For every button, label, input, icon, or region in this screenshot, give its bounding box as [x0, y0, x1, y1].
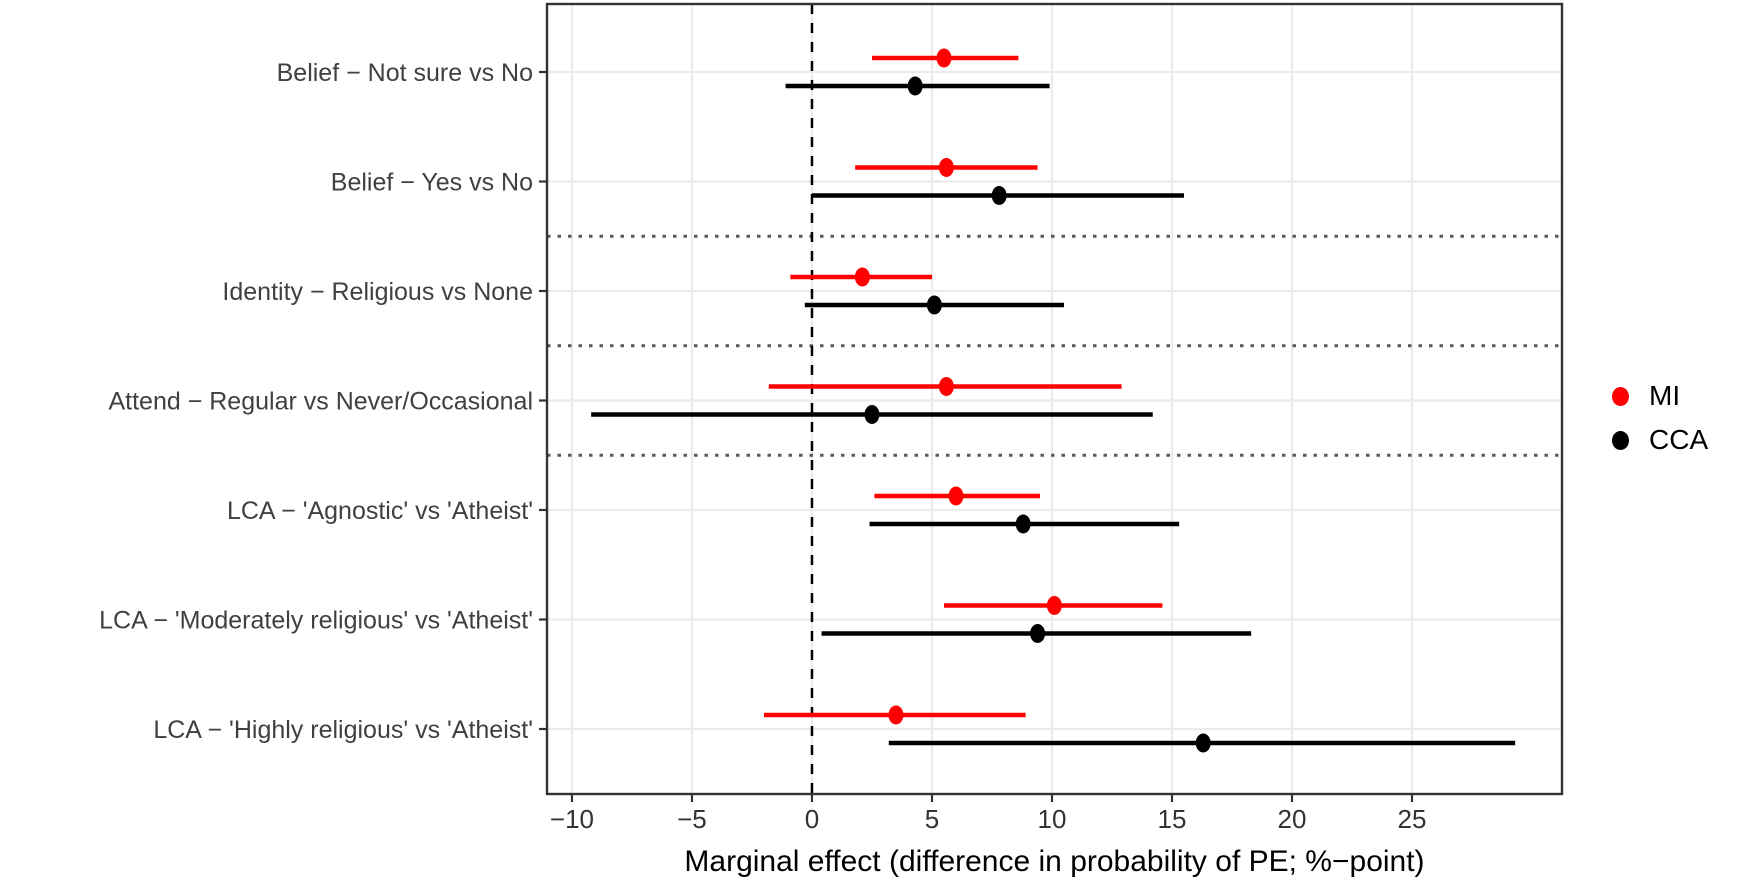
x-tick-label: 25 — [1398, 804, 1427, 834]
cca-point-estimate-dot — [991, 186, 1007, 205]
cca-legend-dot-icon — [1612, 430, 1629, 450]
y-axis-category-label: Belief − Not sure vs No — [277, 59, 533, 87]
x-tick-label: 20 — [1278, 804, 1307, 834]
mi-point-estimate-dot — [938, 158, 954, 177]
cca-point-estimate-dot — [926, 295, 942, 315]
y-axis-category-label: LCA − 'Highly religious' vs 'Atheist' — [153, 716, 533, 744]
mi-legend-dot-icon — [1612, 386, 1629, 406]
mi-point-estimate-dot — [936, 48, 952, 68]
mi-point-estimate-dot — [888, 705, 904, 725]
cca-point-estimate-dot — [1015, 514, 1031, 534]
x-tick-label: −10 — [550, 804, 594, 834]
y-axis-category-label: Identity − Religious vs None — [222, 278, 533, 306]
x-tick-label: 10 — [1038, 804, 1067, 834]
legend: MI CCA — [1596, 374, 1708, 462]
x-tick-label: 5 — [925, 804, 939, 834]
x-axis-title: Marginal effect (difference in probabili… — [684, 845, 1425, 878]
mi-point-estimate-dot — [938, 377, 954, 396]
y-axis-category-label: LCA − 'Agnostic' vs 'Atheist' — [227, 497, 533, 525]
panel-border — [545, 2, 1564, 796]
x-tick-label: −5 — [677, 804, 707, 834]
y-axis-category-label: Belief − Yes vs No — [331, 168, 533, 196]
x-tick-label: 15 — [1158, 804, 1187, 834]
cca-point-estimate-dot — [1195, 733, 1211, 753]
cca-point-estimate-dot — [864, 405, 880, 424]
y-axis-category-label: Attend − Regular vs Never/Occasional — [108, 387, 533, 415]
legend-item-label: MI — [1649, 380, 1681, 411]
mi-point-estimate-dot — [854, 267, 870, 287]
legend-item-cca: CCA — [1596, 418, 1708, 462]
mi-point-estimate-dot — [1046, 596, 1062, 615]
x-tick-label: 0 — [805, 804, 819, 834]
cca-point-estimate-dot — [907, 76, 923, 96]
y-axis-category-label: LCA − 'Moderately religious' vs 'Atheist… — [99, 606, 533, 634]
cca-point-estimate-dot — [1030, 624, 1046, 643]
mi-point-estimate-dot — [948, 486, 964, 506]
legend-item-mi: MI — [1596, 374, 1708, 418]
plot-panel — [547, 4, 1562, 794]
legend-item-label: CCA — [1649, 424, 1709, 455]
